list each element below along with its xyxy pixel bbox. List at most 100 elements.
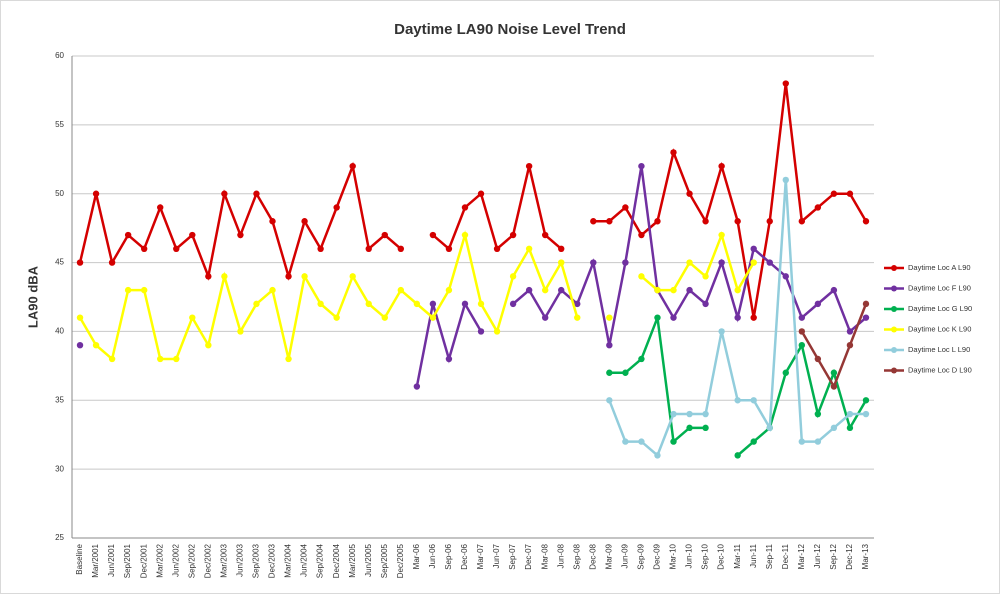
data-point xyxy=(253,300,260,308)
data-point xyxy=(670,286,677,294)
data-point xyxy=(541,286,549,294)
data-point xyxy=(750,397,757,404)
y-tick-label: 55 xyxy=(55,120,64,129)
x-tick-label: Sep-07 xyxy=(508,543,517,569)
legend-label: Daytime Loc L L90 xyxy=(908,345,970,354)
x-tick-label: Dec/2005 xyxy=(396,543,405,578)
legend-marker xyxy=(891,326,897,333)
data-point xyxy=(237,328,244,335)
data-point xyxy=(638,273,645,280)
legend-label: Daytime Loc A L90 xyxy=(908,263,971,272)
data-point xyxy=(814,300,822,308)
data-point xyxy=(734,314,741,321)
data-point xyxy=(590,259,597,266)
x-tick-label: Jun/2002 xyxy=(171,543,180,576)
x-tick-label: Dec-10 xyxy=(717,543,726,569)
data-point xyxy=(606,397,613,404)
x-tick-label: Baseline xyxy=(75,543,84,574)
x-tick-label: Dec-07 xyxy=(524,543,533,569)
data-point xyxy=(622,259,629,266)
y-axis-title: LA90 dBA xyxy=(25,265,40,328)
data-point xyxy=(766,259,773,266)
data-point xyxy=(734,452,741,459)
data-point xyxy=(397,245,405,252)
x-tick-label: Jun-11 xyxy=(749,543,758,567)
data-point xyxy=(718,259,725,266)
legend-label: Daytime Loc F L90 xyxy=(908,283,971,292)
x-tick-label: Sep-11 xyxy=(765,543,774,569)
data-point xyxy=(461,231,469,239)
data-point xyxy=(461,204,469,211)
data-point xyxy=(558,286,565,294)
data-point xyxy=(124,286,132,294)
data-point xyxy=(686,286,693,294)
x-tick-label: Mar/2003 xyxy=(219,543,228,577)
x-tick-label: Mar-09 xyxy=(604,543,613,569)
data-point xyxy=(814,438,822,445)
legend-marker xyxy=(891,306,897,312)
data-point xyxy=(654,452,661,459)
data-point xyxy=(782,80,789,87)
x-tick-label: Mar/2005 xyxy=(348,543,357,577)
data-point xyxy=(654,286,661,294)
data-point xyxy=(558,259,565,266)
data-point xyxy=(606,314,613,321)
data-point xyxy=(846,342,854,349)
data-point xyxy=(862,410,870,418)
x-tick-label: Dec-09 xyxy=(653,543,662,569)
data-point xyxy=(509,231,517,239)
x-tick-label: Dec-11 xyxy=(781,543,790,569)
data-point xyxy=(750,314,757,321)
data-point xyxy=(429,300,437,308)
data-point xyxy=(429,231,437,239)
y-tick-label: 45 xyxy=(55,258,64,267)
x-tick-label: Mar-08 xyxy=(540,543,549,569)
x-tick-label: Dec-06 xyxy=(460,543,469,569)
data-point xyxy=(173,245,180,252)
data-point xyxy=(445,355,453,363)
legend-marker xyxy=(891,367,897,374)
data-point xyxy=(862,397,870,404)
data-point xyxy=(445,245,453,252)
data-point xyxy=(718,328,725,335)
data-point xyxy=(734,397,741,404)
x-tick-label: Dec-08 xyxy=(588,543,597,569)
data-point xyxy=(606,342,613,349)
data-point xyxy=(718,162,725,170)
x-tick-label: Sep-08 xyxy=(572,543,581,569)
data-point xyxy=(686,259,693,266)
data-point xyxy=(702,273,709,280)
x-tick-label: Jun-10 xyxy=(685,543,694,568)
data-point xyxy=(477,328,485,335)
x-tick-label: Dec/2001 xyxy=(139,543,148,578)
data-point xyxy=(333,314,340,321)
x-tick-label: Sep/2001 xyxy=(123,543,132,578)
data-point xyxy=(846,410,854,418)
data-point xyxy=(108,259,116,266)
x-tick-label: Dec/2004 xyxy=(332,543,341,578)
data-point xyxy=(349,162,356,170)
data-point xyxy=(541,314,549,321)
data-point xyxy=(525,245,533,252)
data-point xyxy=(862,218,870,225)
data-point xyxy=(606,218,613,225)
data-point xyxy=(782,176,789,184)
data-point xyxy=(766,424,773,432)
data-point xyxy=(750,438,757,445)
data-point xyxy=(92,190,100,197)
data-point xyxy=(157,204,164,211)
data-point xyxy=(622,204,629,211)
data-point xyxy=(205,273,212,280)
x-tick-label: Jun-12 xyxy=(813,543,822,568)
y-tick-label: 60 xyxy=(55,51,64,60)
data-point xyxy=(301,218,308,225)
x-tick-label: Jun/2003 xyxy=(236,543,245,576)
data-point xyxy=(830,190,838,197)
data-point xyxy=(413,383,421,390)
x-tick-label: Mar-13 xyxy=(861,543,870,569)
x-tick-label: Mar-11 xyxy=(733,543,742,568)
data-point xyxy=(782,369,789,376)
legend-label: Daytime Loc K L90 xyxy=(908,324,971,333)
data-point xyxy=(750,245,757,252)
data-point xyxy=(846,190,854,197)
